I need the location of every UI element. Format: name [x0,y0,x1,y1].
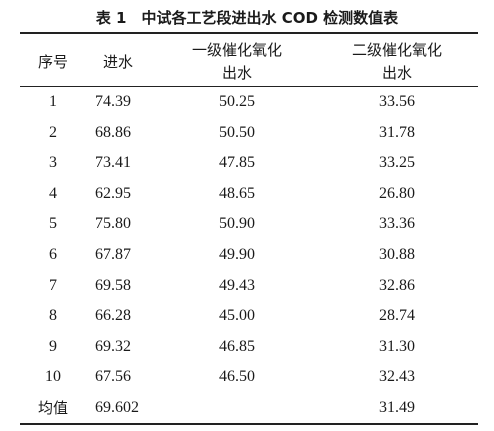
table-cell: 49.43 [219,276,255,294]
table-cell: 69.32 [95,337,131,355]
table-cell: 1 [49,93,57,110]
table-cell: 7 [49,276,57,294]
table-cell: 62.95 [95,184,131,202]
table-cell: 47.85 [219,154,255,172]
table-cell: 32.43 [379,368,415,386]
table-cell: 67.87 [95,246,131,263]
table-cell: 4 [49,184,57,202]
table-cell: 48.65 [219,184,255,202]
table-cell: 50.90 [219,215,255,233]
table-cell: 68.86 [95,123,131,141]
table-cell: 69.602 [95,399,139,416]
table-cell: 73.41 [95,154,131,172]
table-cell: 9 [49,337,57,355]
table-cell: 3 [49,154,57,172]
table-cell: 49.90 [219,246,255,263]
table-cell: 32.86 [379,276,415,294]
table-cell: 31.49 [379,399,415,416]
table-cell: 10 [45,368,61,386]
top-rule [20,32,478,34]
table-cell: 6 [49,246,57,263]
header-rule [20,86,478,87]
table-cell: 均值 [37,399,69,417]
table-cell: 66.28 [95,307,131,325]
table-cell: 74.39 [95,93,131,110]
header-cell: 进水 [102,53,134,71]
table-cell: 30.88 [379,246,415,263]
header-cell: 出水 [381,64,413,82]
table-cell: 75.80 [95,215,131,233]
table-title: 表 1 中试各工艺段进出水 COD 检测数值表 [95,9,399,27]
table-cell: 28.74 [379,307,415,325]
header-cell: 二级催化氧化 [351,41,443,59]
table-cell: 50.25 [219,93,255,110]
table-cell: 46.85 [219,337,255,355]
table-cell: 33.25 [379,154,415,172]
table-cell: 31.30 [379,337,415,355]
table-cell: 33.56 [379,93,415,110]
table-cell: 31.78 [379,123,415,141]
table-cell: 45.00 [219,307,255,325]
bottom-rule [20,423,478,425]
table-cell: 26.80 [379,184,415,202]
table-cell: 50.50 [219,123,255,141]
table-cell: 8 [49,307,57,325]
header-cell: 一级催化氧化 [191,41,283,59]
table-cell: 33.36 [379,215,415,233]
table-cell: 46.50 [219,368,255,386]
header-cell: 出水 [221,64,253,82]
table-cell: 67.56 [95,368,131,386]
table-cell: 2 [49,123,57,141]
header-cell: 序号 [37,53,69,71]
table-cell: 5 [49,215,57,233]
table-cell: 69.58 [95,276,131,294]
